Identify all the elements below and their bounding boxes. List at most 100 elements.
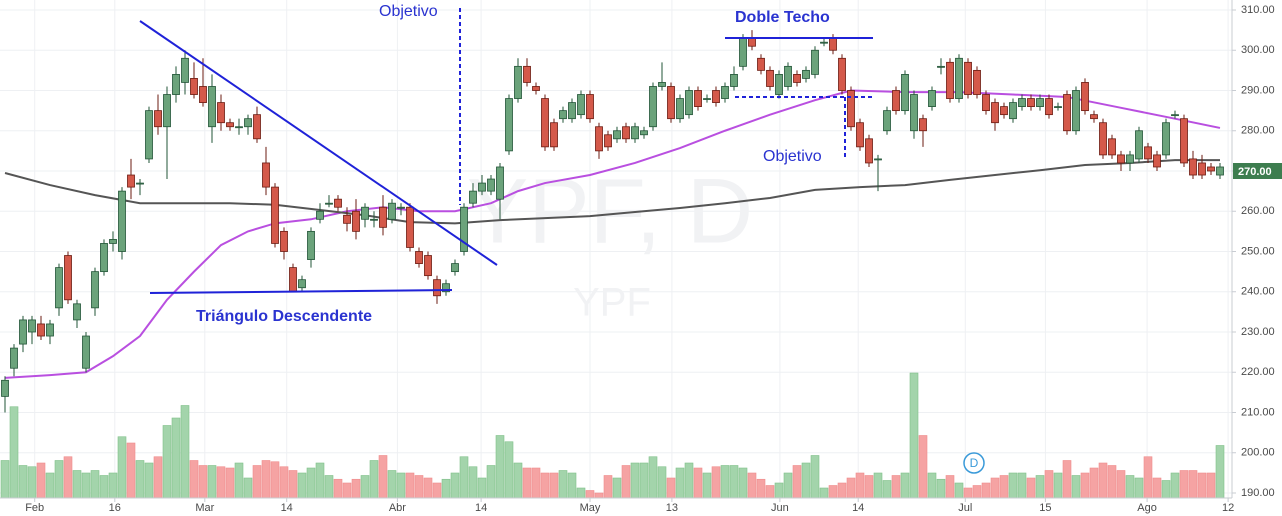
candle-body — [658, 82, 666, 87]
candle-body — [982, 94, 990, 112]
volume-bar — [963, 487, 973, 499]
y-tick-label: 260.00 — [1241, 205, 1275, 217]
event-marker[interactable] — [963, 452, 985, 474]
volume-bar — [522, 467, 532, 499]
candle-body — [712, 90, 720, 103]
volume-bar — [207, 465, 217, 499]
volume-bar — [108, 472, 118, 499]
volume-bar — [396, 472, 406, 499]
volume-bar — [495, 435, 505, 499]
candle-body — [748, 37, 756, 47]
volume-bar — [675, 467, 685, 499]
volume-bar — [216, 466, 226, 499]
volume-bar — [666, 477, 676, 499]
volume-bar — [378, 455, 388, 499]
candle-body — [541, 98, 549, 148]
volume-bar — [468, 466, 478, 499]
volume-bar — [774, 482, 784, 499]
candle-body — [964, 61, 972, 95]
volume-bar — [684, 462, 694, 499]
drawings — [139, 8, 873, 294]
volume-bar — [387, 470, 397, 499]
candle-body — [1135, 130, 1143, 160]
candle-body — [370, 218, 378, 221]
volume-bar — [801, 462, 811, 499]
candle-body — [1045, 98, 1053, 116]
candle-body — [460, 206, 468, 252]
candle-body — [928, 90, 936, 108]
candle-body — [649, 86, 657, 128]
candle-body — [919, 118, 927, 132]
candle-body — [640, 130, 648, 136]
candle-body — [847, 90, 855, 128]
candle-body — [793, 74, 801, 83]
volume-bar — [981, 482, 991, 499]
candle-body — [1063, 94, 1071, 132]
volume-bar — [81, 472, 91, 499]
volume-bar — [1125, 475, 1135, 499]
trend-line — [139, 20, 498, 266]
volume-bar — [270, 461, 280, 499]
candle-body — [604, 134, 612, 148]
volume-bar — [1143, 456, 1153, 499]
volume-bar — [918, 435, 928, 499]
volume-bar — [405, 472, 415, 499]
candle-body — [253, 114, 261, 140]
candle-body — [226, 122, 234, 128]
candle-body — [757, 57, 765, 71]
volume-bar — [36, 462, 46, 499]
candle-body — [775, 74, 783, 95]
candle-body — [10, 347, 18, 369]
candle-body — [235, 126, 243, 129]
candle-body — [523, 65, 531, 83]
candle-body — [361, 206, 369, 220]
candle-body — [100, 243, 108, 273]
candle-body — [1144, 146, 1152, 160]
y-tick-label: 190.00 — [1241, 487, 1275, 499]
volume-bar — [252, 465, 262, 499]
candle-body — [766, 69, 774, 87]
candle-body — [883, 110, 891, 132]
volume-bar — [1008, 472, 1018, 499]
volume-bar — [1098, 462, 1108, 499]
volume-bar — [171, 417, 181, 499]
volume-bar — [234, 462, 244, 499]
volume-bar — [144, 462, 154, 499]
volume-bar — [54, 460, 64, 499]
y-tick-label: 280.00 — [1241, 125, 1275, 137]
volume-bar — [639, 462, 649, 499]
volume-bar — [999, 475, 1009, 499]
volume-bar — [549, 472, 559, 499]
candle-body — [496, 166, 504, 200]
volume-bar — [126, 442, 136, 499]
volume-bar — [711, 466, 721, 499]
candle-body — [811, 49, 819, 75]
candle-body — [874, 158, 882, 161]
volume-bar — [135, 460, 145, 499]
y-tick-label: 210.00 — [1241, 406, 1275, 418]
candle-body — [1180, 118, 1188, 164]
candle-body — [856, 122, 864, 148]
candle-body — [829, 37, 837, 51]
candle-body — [973, 69, 981, 95]
volume-bar — [1035, 475, 1045, 499]
event-marker-label[interactable]: D — [970, 456, 979, 470]
moving-average — [4, 159, 1220, 225]
candle-body — [163, 94, 171, 128]
candle-body — [937, 65, 945, 68]
volume-bar — [1062, 460, 1072, 499]
candle-body — [1054, 106, 1062, 108]
volume-bar — [369, 460, 379, 499]
volume — [0, 372, 1225, 499]
volume-bar — [45, 472, 55, 499]
candle-body — [64, 255, 72, 301]
candle-body — [145, 110, 153, 160]
candle-body — [1090, 114, 1098, 120]
candle-body — [154, 110, 162, 128]
candle-body — [82, 335, 90, 369]
volume-bar — [585, 490, 595, 499]
candle-body — [1108, 138, 1116, 156]
candle-body — [1027, 98, 1035, 108]
volume-bar — [297, 472, 307, 499]
volume-bar — [792, 465, 802, 499]
